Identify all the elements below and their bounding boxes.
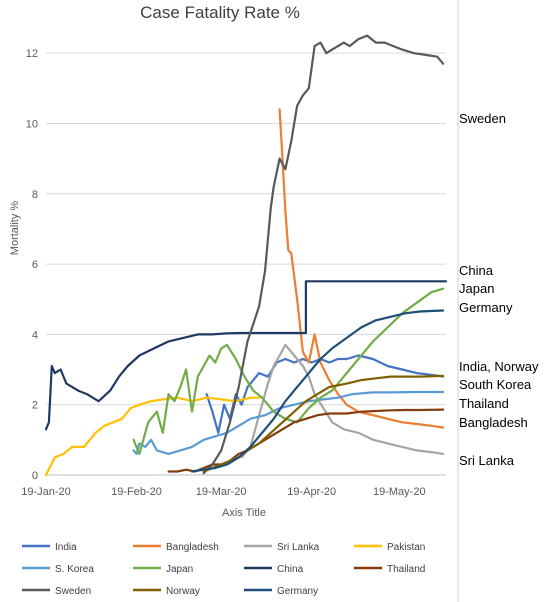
- annotation-label: India, Norway: [459, 359, 539, 374]
- annotations: Sweden China Japan Germany India, Norway Sout…: [459, 111, 539, 468]
- series-line-japan: [132, 287, 445, 455]
- x-tick-labels: 19-Jan-20 19-Feb-20 19-Mar-20 19-Apr-20 19-M…: [21, 486, 425, 498]
- x-tick-label: 19-Apr-20: [287, 486, 336, 498]
- annotation-label: Sri Lanka: [459, 453, 515, 468]
- legend-label: Thailand: [387, 564, 425, 575]
- annotation-label: South Korea: [459, 377, 532, 392]
- legend-label: Sweden: [55, 586, 91, 597]
- legend-label: Norway: [166, 586, 200, 597]
- annotation-label: Germany: [459, 300, 513, 315]
- series-line-pakistan: [44, 396, 261, 477]
- x-tick-label: 19-Jan-20: [21, 486, 71, 498]
- series-line-sri-lanka: [240, 343, 445, 459]
- legend-label: Germany: [277, 586, 318, 597]
- x-axis-title: Axis Title: [222, 507, 266, 519]
- legend-label: China: [277, 564, 304, 575]
- legend-label: Sri Lanka: [277, 542, 320, 553]
- legend-label: India: [55, 542, 77, 553]
- series-line-s-korea: [132, 390, 445, 455]
- x-tick-label: 19-May-20: [373, 486, 426, 498]
- x-tick-label: 19-Feb-20: [111, 486, 162, 498]
- series-line-china: [44, 280, 448, 431]
- y-tick-labels: 0 2 4 6 8 10 12: [26, 48, 38, 482]
- y-tick-label: 0: [32, 470, 38, 482]
- y-tick-label: 8: [32, 189, 38, 201]
- y-tick-label: 10: [26, 118, 38, 130]
- legend: India Bangladesh Sri Lanka Pakistan S. Korea…: [22, 542, 425, 597]
- series-line-germany: [190, 309, 445, 473]
- legend-label: S. Korea: [55, 564, 94, 575]
- y-tick-label: 2: [32, 400, 38, 412]
- annotation-label: Sweden: [459, 111, 506, 126]
- series-line-sweden: [202, 34, 445, 475]
- y-tick-label: 4: [32, 329, 38, 341]
- chart-title: Case Fatality Rate %: [140, 3, 300, 22]
- legend-label: Japan: [166, 564, 193, 575]
- series-line-bangladesh: [278, 108, 445, 429]
- y-tick-label: 12: [26, 48, 38, 60]
- annotation-label: China: [459, 263, 494, 278]
- series-line-thailand: [167, 408, 445, 473]
- annotation-label: Thailand: [459, 396, 509, 411]
- series-lines: [44, 34, 448, 477]
- y-tick-label: 6: [32, 259, 38, 271]
- legend-label: Pakistan: [387, 542, 425, 553]
- legend-label: Bangladesh: [166, 542, 219, 553]
- series-line-norway: [202, 374, 445, 473]
- annotation-label: Bangladesh: [459, 415, 528, 430]
- x-tick-label: 19-Mar-20: [196, 486, 247, 498]
- y-axis-title: Mortality %: [9, 201, 21, 256]
- gridlines: [46, 52, 446, 406]
- annotation-label: Japan: [459, 281, 494, 296]
